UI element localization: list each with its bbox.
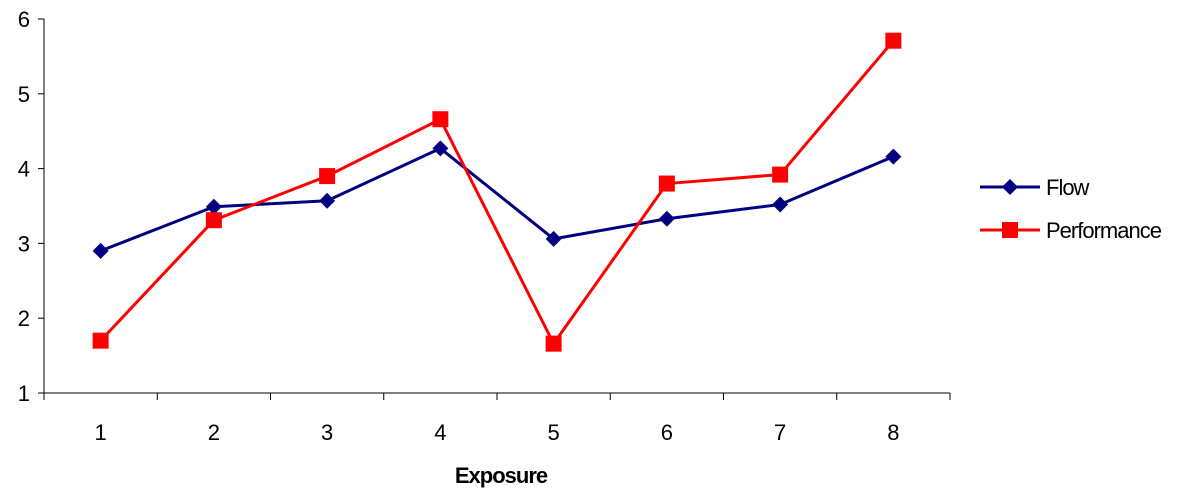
- x-tick-label: 2: [208, 420, 220, 445]
- x-tick-label: 4: [434, 420, 446, 445]
- series-performance: [92, 32, 902, 352]
- series-flow-point: [545, 230, 562, 247]
- y-tick-label: 6: [18, 7, 30, 32]
- series-flow-point: [205, 198, 222, 215]
- series-flow-point: [319, 192, 336, 209]
- y-tick-label: 4: [18, 157, 30, 182]
- series-performance-point: [772, 166, 789, 183]
- series-performance-point: [432, 111, 449, 128]
- x-axis-title: Exposure: [455, 463, 548, 488]
- series-flow-point: [772, 196, 789, 213]
- series-performance-point: [92, 332, 109, 349]
- legend-item-flow: Flow: [980, 175, 1091, 200]
- x-tick-label: 5: [548, 420, 560, 445]
- series-flow-line: [100, 146, 894, 253]
- legend-label: Performance: [1046, 218, 1162, 243]
- legend-swatch-marker: [1002, 179, 1018, 195]
- legend-swatch-marker: [1002, 222, 1018, 238]
- x-tick-label: 3: [321, 420, 333, 445]
- y-tick-label: 3: [18, 231, 30, 256]
- series-performance-point: [658, 175, 675, 192]
- y-tick-label: 5: [18, 82, 30, 107]
- axes: 1 2 3 4 5 6 1 2 3 4 5 6 7 8: [18, 7, 951, 445]
- series-performance-point: [205, 212, 222, 229]
- x-tick-label: 7: [774, 420, 786, 445]
- series-performance-point: [545, 335, 562, 352]
- series-performance-point: [319, 168, 336, 185]
- x-tick-label: 1: [95, 420, 107, 445]
- y-tick-label: 1: [18, 381, 30, 406]
- series-performance-line: [99, 39, 895, 346]
- series-flow-point: [658, 210, 675, 227]
- series-flow-point: [432, 140, 449, 157]
- series-flow-point: [92, 242, 109, 259]
- x-tick-label: 8: [887, 420, 899, 445]
- y-tick-label: 2: [18, 306, 30, 331]
- series-performance-point: [885, 32, 902, 49]
- series-flow: [92, 140, 902, 259]
- legend-label: Flow: [1046, 175, 1090, 200]
- legend: Flow Performance: [980, 175, 1163, 243]
- series-flow-point: [885, 148, 902, 165]
- series-layer: [92, 32, 902, 352]
- legend-item-performance: Performance: [980, 218, 1163, 243]
- x-tick-label: 6: [661, 420, 673, 445]
